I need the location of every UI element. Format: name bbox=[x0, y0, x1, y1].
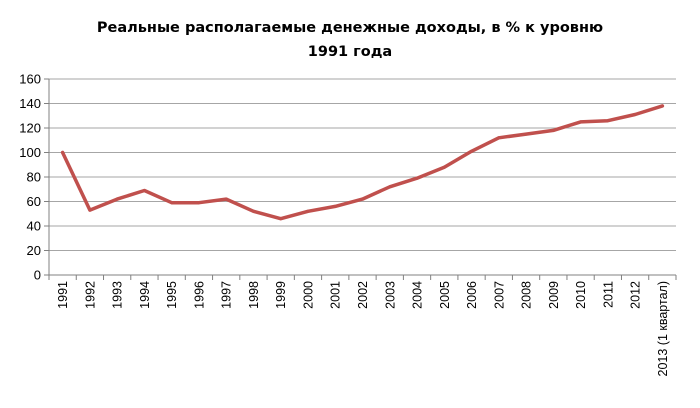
chart-title-line-1: Реальные располагаемые денежные доходы, … bbox=[97, 20, 603, 36]
data-point bbox=[415, 176, 419, 180]
x-tick-label: 2008 bbox=[520, 281, 534, 309]
data-point bbox=[115, 197, 119, 201]
y-tick-label: 60 bbox=[27, 194, 41, 209]
data-point bbox=[388, 185, 392, 189]
data-point bbox=[660, 104, 664, 108]
data-point bbox=[197, 201, 201, 205]
gridlines bbox=[49, 78, 676, 251]
x-tick-label: 2003 bbox=[383, 281, 397, 309]
data-point bbox=[606, 119, 610, 123]
series-group bbox=[60, 104, 665, 221]
chart-title-line-2: 1991 года bbox=[308, 44, 392, 60]
data-point bbox=[470, 149, 474, 153]
data-point bbox=[88, 208, 92, 212]
data-point bbox=[579, 120, 583, 124]
x-tick-label: 2004 bbox=[411, 281, 425, 309]
y-tick-label: 160 bbox=[19, 72, 41, 87]
x-tick-label: 2002 bbox=[356, 281, 370, 309]
x-tick-label: 2000 bbox=[301, 281, 315, 309]
y-tick-label: 100 bbox=[19, 145, 41, 160]
x-tick-label: 1995 bbox=[165, 281, 179, 309]
data-point bbox=[333, 204, 337, 208]
x-tick-label: 1998 bbox=[247, 281, 261, 309]
x-tick-label: 2005 bbox=[438, 281, 452, 309]
data-point bbox=[551, 128, 555, 132]
data-point bbox=[442, 165, 446, 169]
data-point bbox=[524, 132, 528, 136]
x-tick-label: 2012 bbox=[629, 281, 643, 309]
x-tick-label: 2010 bbox=[574, 281, 588, 309]
x-tick-label: 2011 bbox=[601, 281, 615, 308]
data-point bbox=[279, 217, 283, 221]
x-tick-label: 1993 bbox=[111, 281, 125, 309]
data-point bbox=[142, 188, 146, 192]
x-tick-label: 2013 (1 квартал) bbox=[656, 281, 670, 376]
data-point bbox=[497, 136, 501, 140]
x-tick-label: 1992 bbox=[83, 281, 97, 309]
chart-title: Реальные располагаемые денежные доходы, … bbox=[97, 20, 603, 60]
data-point bbox=[61, 151, 65, 154]
y-tick-label: 120 bbox=[19, 121, 41, 136]
data-point bbox=[224, 197, 228, 201]
y-tick-label: 20 bbox=[27, 243, 41, 258]
y-tick-label: 0 bbox=[34, 268, 41, 283]
data-point bbox=[633, 113, 637, 117]
x-tick-label: 1994 bbox=[138, 281, 152, 309]
x-tick-label: 2007 bbox=[492, 281, 506, 309]
x-tick-label: 1999 bbox=[274, 281, 288, 309]
x-tick-label: 1997 bbox=[220, 281, 234, 309]
data-point bbox=[361, 197, 364, 201]
x-tick-label: 2009 bbox=[547, 281, 561, 309]
y-tick-label: 80 bbox=[27, 170, 41, 185]
x-tick-label: 2001 bbox=[329, 281, 343, 309]
y-axis: 0 20 40 60 80 100 120 140 160 bbox=[19, 72, 50, 283]
data-point bbox=[170, 201, 174, 205]
y-tick-label: 140 bbox=[19, 96, 41, 111]
x-tick-label: 2006 bbox=[465, 281, 479, 309]
data-point bbox=[306, 209, 310, 213]
x-tick-label: 1996 bbox=[192, 281, 206, 309]
x-tick-label: 1991 bbox=[56, 281, 70, 309]
x-axis: 1991 1992 1993 1994 1995 1996 1997 1998 1999 2000… bbox=[48, 274, 677, 376]
y-tick-label: 40 bbox=[27, 219, 41, 234]
data-point bbox=[251, 209, 255, 213]
